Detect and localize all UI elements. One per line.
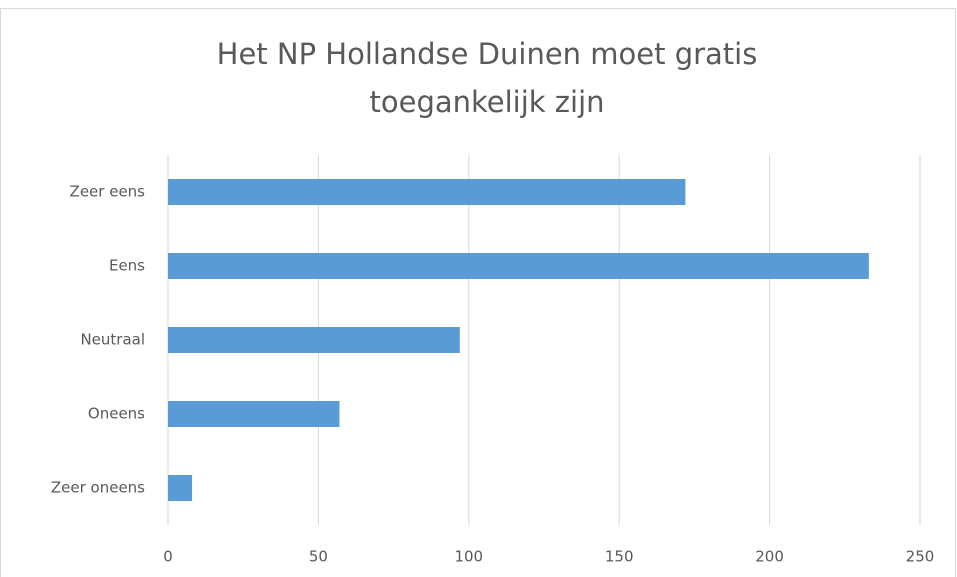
x-tick-label: 100 — [454, 548, 483, 566]
bar — [168, 401, 340, 427]
x-tick-label: 0 — [163, 548, 173, 566]
bar — [168, 253, 869, 279]
bar — [168, 179, 686, 205]
x-tick-label: 250 — [906, 548, 935, 566]
y-tick-label: Neutraal — [80, 331, 145, 349]
x-tick-label: 150 — [605, 548, 634, 566]
x-tick-label: 200 — [755, 548, 784, 566]
chart-title: Het NP Hollandse Duinen moet gratis toeg… — [216, 37, 758, 119]
y-tick-label: Zeer eens — [70, 183, 146, 201]
y-tick-label: Eens — [109, 257, 145, 275]
bar — [168, 327, 460, 353]
y-tick-label: Oneens — [88, 405, 145, 423]
y-tick-label: Zeer oneens — [51, 479, 145, 497]
bar — [168, 475, 193, 501]
x-tick-label: 50 — [309, 548, 328, 566]
chart-border — [0, 8, 956, 577]
